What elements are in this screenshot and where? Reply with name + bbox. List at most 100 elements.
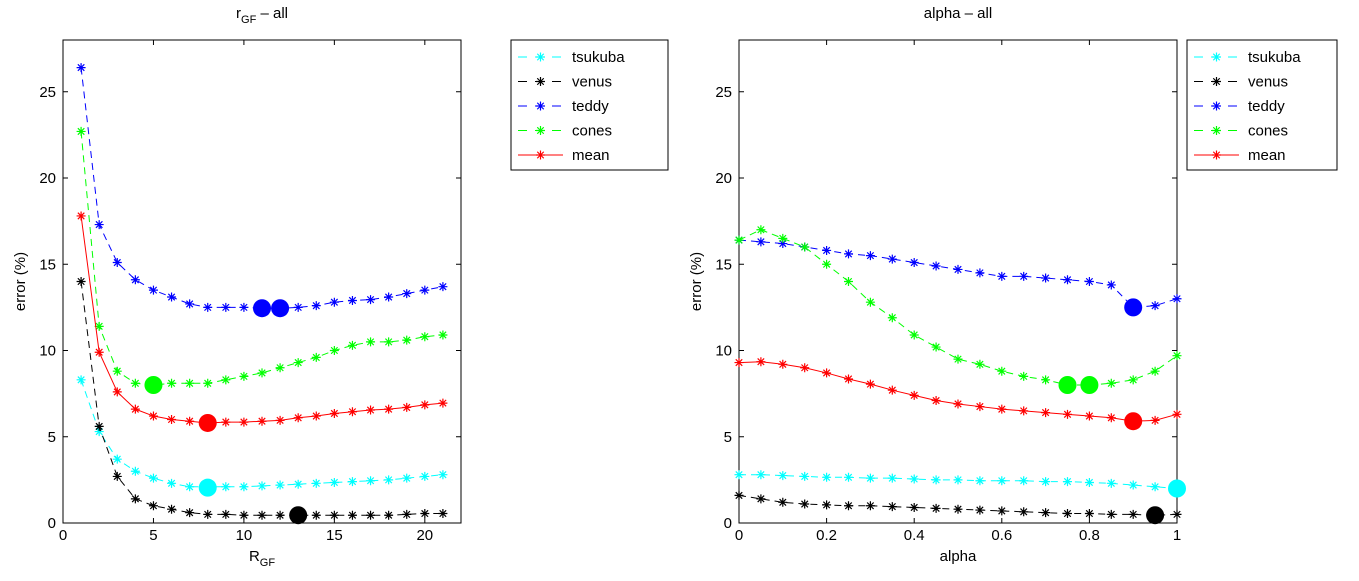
chart2-cones-highlight-marker [1080,376,1099,394]
chart2-teddy-point [822,245,832,255]
chart2-mean-point [997,404,1007,414]
chart1-mean-point [257,416,267,426]
chart1-legend-label-tsukuba: tsukuba [572,49,625,66]
chart2-tsukuba-point [822,472,832,482]
chart1-ytick-label: 10 [39,343,56,360]
chart2-venus-point [975,505,985,515]
chart2-cones-point [1172,351,1182,361]
chart1-mean-point [438,398,448,408]
chart1-mean-point [221,417,231,427]
chart2-xtick-label: 0.2 [816,527,837,544]
chart2-mean-point [1172,409,1182,419]
chart2-teddy-point [1150,301,1160,311]
chart1-venus-point [94,421,104,431]
chart2-venus-point [844,501,853,511]
chart2-cones-point [800,242,810,252]
chart2-cones-point [844,277,853,286]
chart2-venus-point [931,503,941,513]
chart1-teddy-point [185,299,195,309]
chart1-title-sub: GF [241,14,257,26]
chart2-cones-point [734,235,744,245]
chart2-tsukuba-point [1041,477,1051,487]
chart2-teddy-point [997,271,1007,281]
chart1-venus-point [221,509,231,519]
chart2-mean-point [931,396,941,406]
chart1-teddy-point [366,295,376,305]
chart1-teddy-point [293,302,303,312]
chart1-tsukuba-point [275,480,285,490]
chart2-venus-point [1128,509,1138,519]
chart1-venus-point [275,510,285,520]
chart1-cones-point [275,363,285,373]
chart1-venus-point [347,510,357,520]
chart2-legend: tsukuba venus teddy cones mean [1186,39,1338,171]
chart1-mean-point [311,411,321,421]
chart1-venus-line [80,281,443,516]
chart2-ytick-label: 5 [724,429,732,446]
chart1-mean-point [275,415,285,425]
chart2-mean-point [778,359,788,369]
chart2-ytick-label: 0 [724,515,732,532]
chart1-cones-point [112,366,122,376]
chart1-teddy-point [203,302,213,312]
chart1-ytick-label: 0 [48,515,56,532]
chart1-mean-point [185,416,195,426]
chart2-teddy-point [865,251,875,261]
chart1-teddy-point [148,285,158,295]
chart1-teddy-point [402,289,412,299]
chart2-venus-point [1172,509,1182,519]
chart2-mean-point [975,402,985,412]
chart1-xtick-label: 5 [149,527,157,544]
chart1-cones-point [239,371,249,381]
chart2-mean-point [887,385,897,395]
chart2-cones-line [738,229,1178,386]
chart1-cones-point [185,378,195,388]
chart1-venus-point [148,501,158,511]
chart1-teddy-point [76,63,86,73]
chart2-teddy-point [1019,271,1029,281]
chart2-xtick-label: 0.4 [904,527,925,544]
chart2-legend-label-teddy: teddy [1248,98,1285,115]
chart2-mean-point [756,357,766,367]
chart1-tsukuba-point [384,475,394,485]
chart2-venus-point [997,506,1007,516]
chart2-teddy-point [1063,275,1072,285]
chart2-mean-point [953,399,963,409]
chart2-teddy-highlight-marker [1124,298,1143,317]
chart2-tsukuba-point [756,470,766,480]
chart1-venus-point [167,504,177,514]
chart2-mean-point [1150,415,1160,425]
chart2-tsukuba-point [844,472,853,482]
chart1-cones-point [438,330,448,340]
chart2-series-venus [734,490,1182,525]
chart1-venus-point [239,510,249,520]
chart1-teddy-highlight-marker [253,299,271,318]
chart1-legend-marker-teddy [536,101,545,111]
chart1-cones-point [347,340,357,350]
chart2-venus-point [1041,508,1051,518]
chart1-tsukuba-point [221,482,231,492]
chart1-cones-point [311,352,321,362]
chart1-cones-point [329,346,339,355]
chart2-venus-point [778,497,788,507]
chart1-cones-point [167,378,177,388]
chart1-ytick-label: 25 [39,84,56,101]
chart1-teddy-highlight-marker [271,299,290,318]
chart1-tsukuba-point [185,482,195,492]
chart2-cones-point [778,233,788,243]
chart2-xtick-label: 0 [735,527,743,544]
chart2-legend-label-cones: cones [1248,123,1288,140]
chart1-venus-point [311,510,321,520]
chart1-cones-point [293,358,303,368]
chart2-venus-point [756,494,766,504]
chart2-venus-point [822,500,832,510]
chart1-mean-point [76,211,86,221]
chart1-cones-point [402,335,412,345]
chart2-plot-area [738,39,1178,524]
chart1-title-main: r [236,5,241,22]
chart1-venus-point [366,510,376,520]
chart2-mean-highlight-marker [1124,412,1143,431]
chart1-mean-point [94,347,104,357]
chart2-series-mean [734,357,1182,431]
chart1-teddy-point [384,292,394,302]
